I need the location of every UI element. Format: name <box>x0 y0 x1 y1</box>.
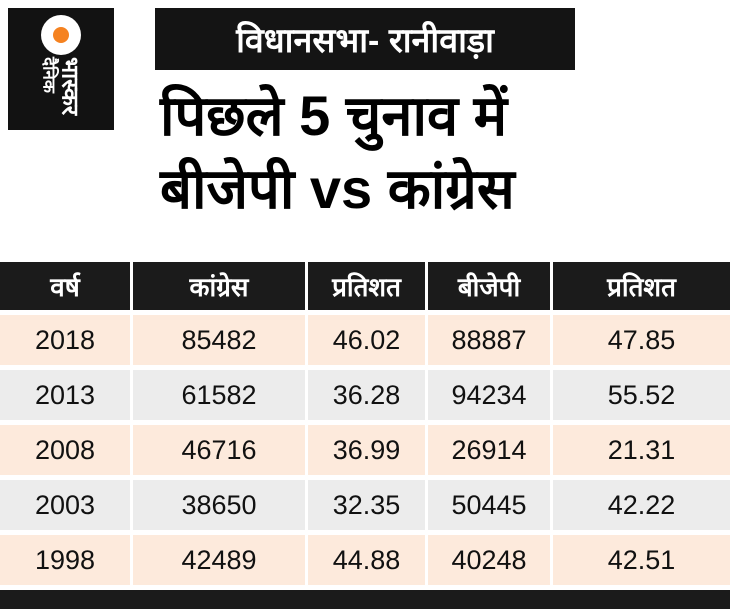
cell-bjp-votes: 94234 <box>428 370 550 420</box>
cell-congress-votes: 38650 <box>133 480 305 530</box>
cell-congress-votes: 85482 <box>133 315 305 365</box>
cell-congress-votes: 46716 <box>133 425 305 475</box>
logo-text-line2: भास्कर <box>57 57 84 116</box>
cell-bjp-pct: 47.85 <box>553 315 730 365</box>
title-line1: पिछले 5 चुनाव में <box>160 84 508 147</box>
cell-congress-pct: 36.28 <box>308 370 425 420</box>
logo-sun-icon <box>41 15 81 55</box>
banner-text: विधानसभा- रानीवाड़ा <box>236 22 494 60</box>
col-header-bjp-pct: प्रतिशत <box>553 262 730 310</box>
cell-bjp-votes: 50445 <box>428 480 550 530</box>
section-banner: विधानसभा- रानीवाड़ा <box>155 8 575 70</box>
cell-year: 2013 <box>0 370 130 420</box>
cell-bjp-votes: 88887 <box>428 315 550 365</box>
logo-text-line1: दैनिक <box>39 57 59 93</box>
dainik-bhaskar-logo: दैनिक भास्कर <box>8 8 114 130</box>
page-title: पिछले 5 चुनाव में बीजेपी vs कांग्रेस <box>160 80 515 226</box>
cell-congress-pct: 46.02 <box>308 315 425 365</box>
cell-year: 2008 <box>0 425 130 475</box>
logo-text: दैनिक भास्कर <box>39 57 84 116</box>
bottom-bar <box>0 590 730 609</box>
cell-bjp-pct: 55.52 <box>553 370 730 420</box>
cell-bjp-pct: 42.51 <box>553 535 730 585</box>
cell-bjp-pct: 42.22 <box>553 480 730 530</box>
cell-congress-pct: 36.99 <box>308 425 425 475</box>
logo-orange-dot-icon <box>53 27 69 43</box>
cell-bjp-votes: 40248 <box>428 535 550 585</box>
title-line2: बीजेपी vs कांग्रेस <box>160 156 515 220</box>
election-results-table: वर्ष कांग्रेस प्रतिशत बीजेपी प्रतिशत 201… <box>0 262 730 585</box>
cell-congress-votes: 61582 <box>133 370 305 420</box>
col-header-bjp: बीजेपी <box>428 262 550 310</box>
col-header-year: वर्ष <box>0 262 130 310</box>
col-header-congress-pct: प्रतिशत <box>308 262 425 310</box>
col-header-congress: कांग्रेस <box>133 262 305 310</box>
cell-bjp-pct: 21.31 <box>553 425 730 475</box>
cell-year: 2018 <box>0 315 130 365</box>
cell-congress-pct: 32.35 <box>308 480 425 530</box>
cell-bjp-votes: 26914 <box>428 425 550 475</box>
cell-year: 2003 <box>0 480 130 530</box>
cell-congress-votes: 42489 <box>133 535 305 585</box>
cell-congress-pct: 44.88 <box>308 535 425 585</box>
cell-year: 1998 <box>0 535 130 585</box>
